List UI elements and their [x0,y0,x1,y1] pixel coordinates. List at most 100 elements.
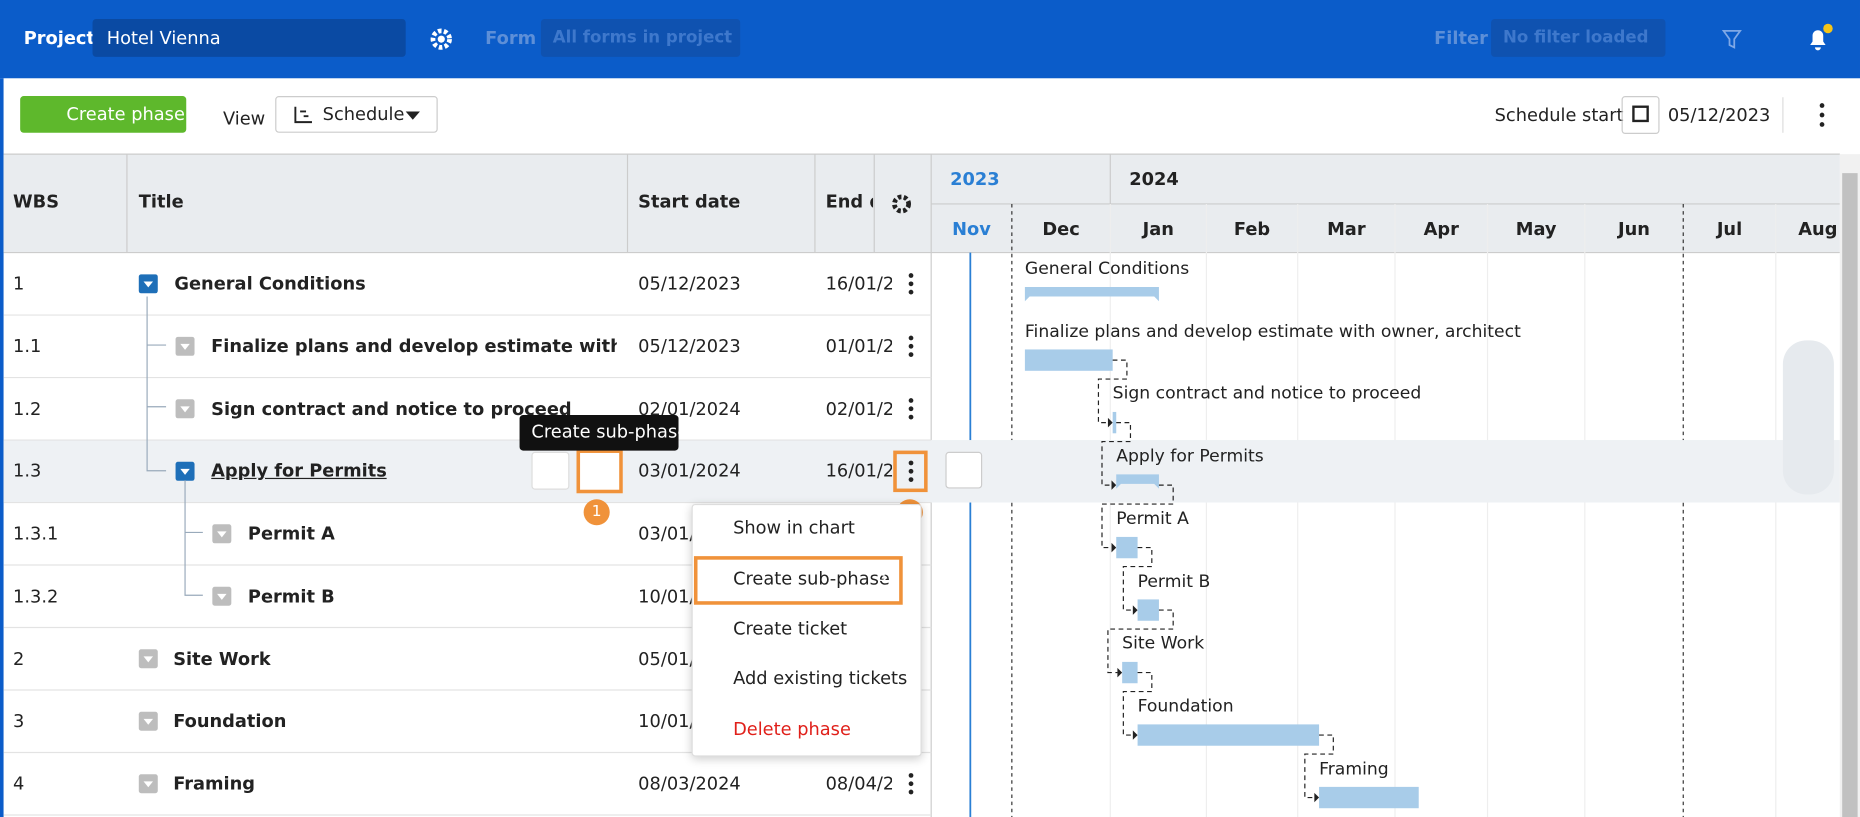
phase-title[interactable]: Permit A [247,523,335,545]
start-date: 02/01/2024 [638,398,741,420]
kebab-dot [908,281,914,287]
expander-arrow [143,718,154,725]
end-date: 02/01/2 [825,398,893,420]
wbs: 3 [13,710,25,732]
zoom-slider[interactable] [1782,340,1834,495]
month: Jul [1716,218,1743,240]
create-phase-button[interactable] [20,96,187,133]
expander-arrow [143,281,154,288]
settings-icon [430,28,452,50]
month: Jun [1618,218,1650,240]
expander-arrow [143,656,154,663]
row-menu-button-focus[interactable] [893,450,928,493]
phase-title[interactable]: Framing [173,773,256,795]
task-bar [1024,349,1113,371]
kebab-dot [908,335,914,341]
kebab-dot [908,289,914,295]
end-date: 01/01/2 [825,335,893,357]
row-highlight [3,440,1840,503]
phase-title[interactable]: Finalize plans and develop estimate with… [211,335,617,357]
start-date: 10/01/ [638,710,696,732]
tree-line [146,296,203,596]
step-badge-text: 1 [591,502,602,521]
month: Feb [1233,218,1271,240]
kebab-dot [1819,122,1825,127]
month: May [1515,218,1557,240]
wbs: 1.3.2 [13,585,59,607]
task-bar [1319,786,1419,809]
menu-item[interactable]: Delete phase [733,718,851,740]
task-bar [1112,411,1117,434]
step-badge-text: 2 [904,502,915,521]
task-bar [1137,724,1320,746]
start-date: 03/01/2024 [638,460,741,482]
project-name: Hotel Vienna [106,27,221,49]
edit-button[interactable] [531,451,570,490]
add-subphase-button[interactable] [576,449,623,494]
kebab-dot [1819,103,1825,108]
start-date: 05/12/2023 [638,273,741,295]
dependency-arrow [1111,480,1117,490]
kebab-dot [908,398,914,403]
view-select[interactable] [275,96,438,133]
phase-title[interactable]: Sign contract and notice to proceed [211,398,572,420]
caret [405,111,420,120]
form-label: Form [485,27,537,49]
menu-item[interactable]: Show in chart [733,517,855,539]
gantt-label: Framing [1319,759,1389,779]
filter-icon [1721,29,1742,49]
kebab-dot [908,414,914,420]
menu-focus [693,556,903,605]
summary-bar [1116,474,1159,489]
gantt-label: Foundation [1137,697,1234,717]
menu-item[interactable]: Create ticket [733,617,848,640]
gantt-label: Permit A [1116,509,1189,529]
calendar-button[interactable] [1621,96,1660,134]
project-label: Project [23,27,95,49]
end-date: 08/04/2 [825,773,893,795]
schedule-start-label: Schedule start [1494,104,1624,126]
bell-icon [1810,30,1826,51]
end-date: 16/01/2 [825,273,893,295]
schedule-start-value: 05/12/2023 [1667,104,1771,126]
phase-title[interactable]: Permit B [247,585,335,607]
start-date: 03/01/ [638,523,696,545]
wbs: 1.2 [13,398,42,420]
expander-arrow [217,593,227,600]
dependency [1304,734,1334,799]
create-phase-text: Create phase [66,103,185,125]
gantt-label: Site Work [1122,634,1205,654]
menu-item[interactable]: Add existing tickets [733,667,908,689]
column-header: End da [825,190,873,213]
start-date: 05/01/ [638,648,696,670]
phase-title[interactable]: Site Work [173,648,271,670]
dependency-arrow [1117,667,1123,678]
month: Jan [1142,218,1174,240]
year: 2023 [950,168,1000,190]
start-date: 08/03/2024 [638,773,741,795]
dependency [1097,359,1128,424]
menu-item[interactable]: Create sub-phase [733,567,890,590]
dependency-arrow [1107,417,1113,428]
phase-title[interactable]: Foundation [173,710,287,732]
filter-label: Filter [1434,27,1488,49]
calendar-icon [1632,105,1649,123]
dependency [1122,671,1153,736]
month: Dec [1042,218,1080,240]
dependency [1101,422,1132,486]
phase-title[interactable]: General Conditions [174,273,366,295]
gantt-label: General Conditions [1024,259,1190,279]
phase-title[interactable]: Apply for Permits [211,460,387,482]
task-bar [1116,536,1138,559]
gantt-label: Sign contract and notice to proceed [1112,384,1422,404]
task-bar [1137,599,1159,621]
column-header: Start date [638,190,741,213]
dependency [1122,547,1153,611]
project-select[interactable] [92,18,406,57]
kebab-dot [908,789,914,795]
dependency-arrow [1314,792,1320,803]
wbs: 4 [13,773,25,795]
kebab-dot [908,773,914,778]
settings-hole [437,35,445,43]
show-in-chart-button[interactable] [945,451,983,489]
